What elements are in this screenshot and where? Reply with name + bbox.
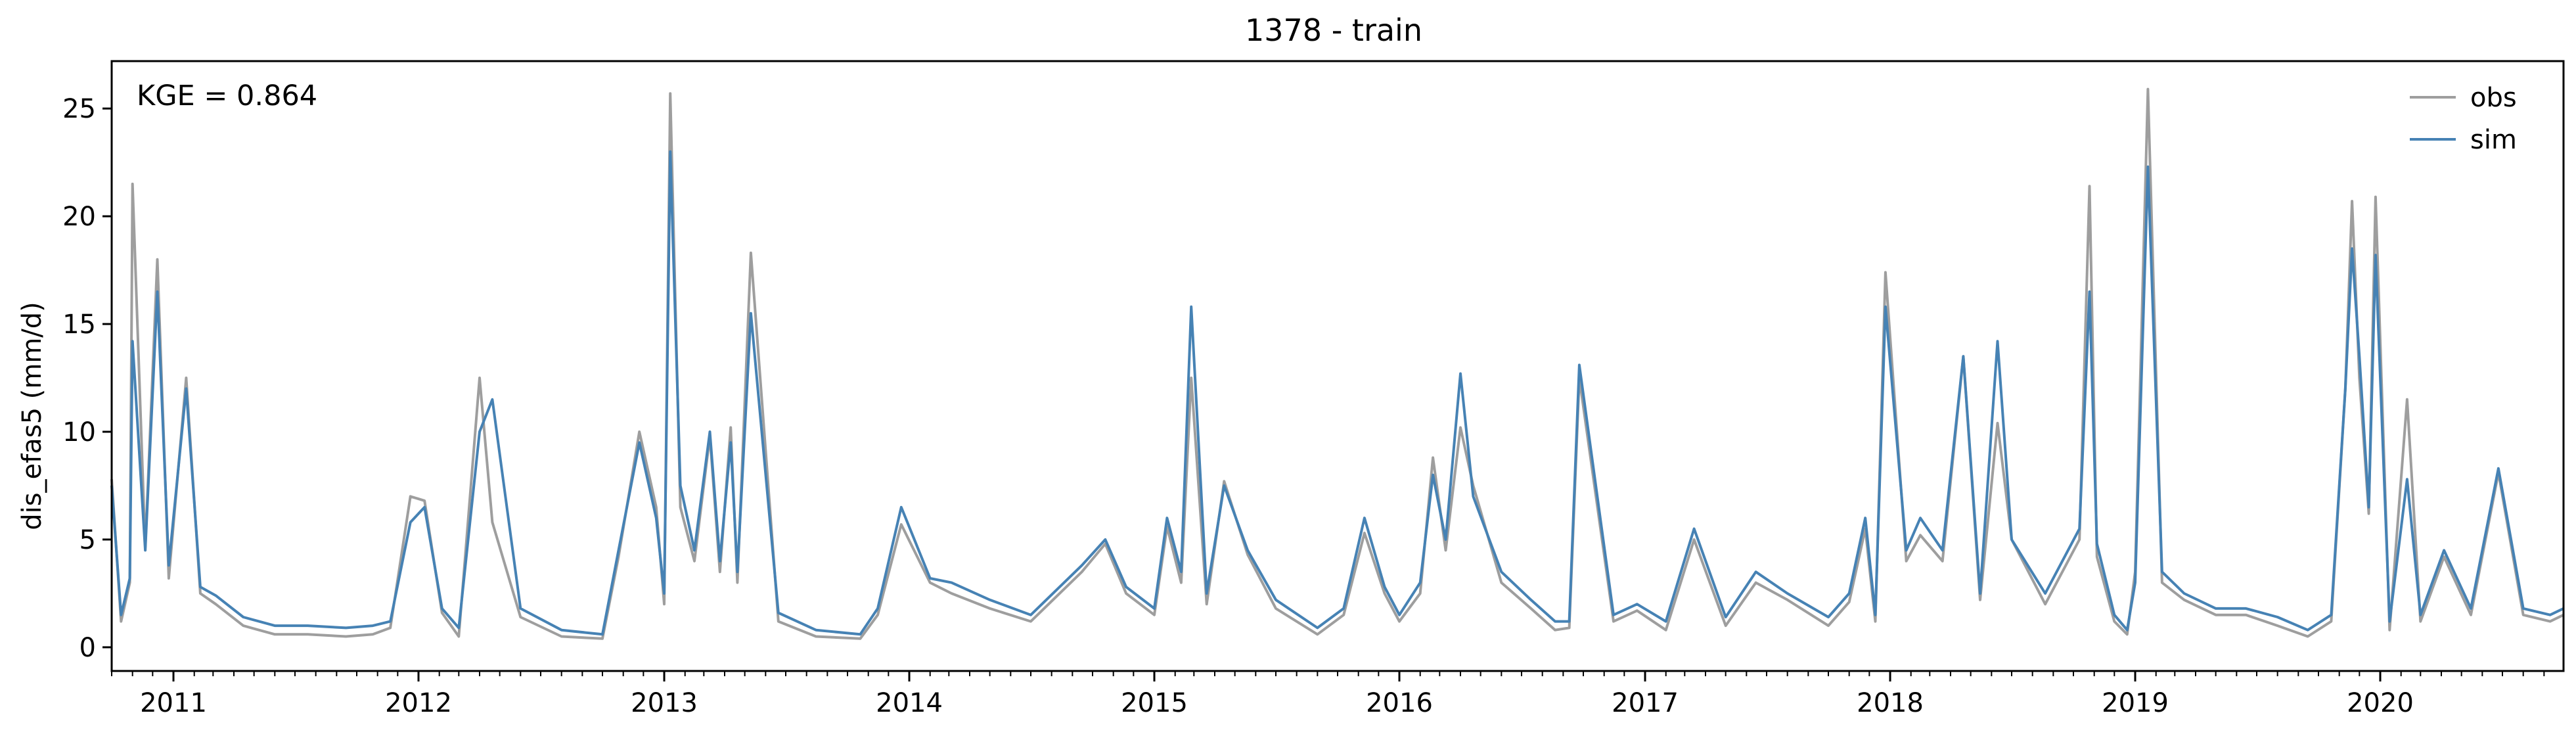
x-tick-label: 2018 bbox=[1857, 688, 1924, 718]
y-tick-label: 25 bbox=[62, 94, 96, 124]
chart-title: 1378 - train bbox=[1245, 12, 1422, 48]
legend-obs-label: obs bbox=[2470, 83, 2517, 113]
kge-annotation: KGE = 0.864 bbox=[137, 80, 317, 112]
y-tick-label: 15 bbox=[62, 310, 96, 340]
x-tick-label: 2015 bbox=[1121, 688, 1188, 718]
x-tick-label: 2020 bbox=[2347, 688, 2414, 718]
x-tick-label: 2016 bbox=[1366, 688, 1433, 718]
y-axis-label: dis_efas5 (mm/d) bbox=[17, 302, 47, 530]
x-tick-label: 2014 bbox=[876, 688, 943, 718]
x-tick-label: 2011 bbox=[140, 688, 207, 718]
x-tick-label: 2019 bbox=[2102, 688, 2169, 718]
x-tick-label: 2012 bbox=[385, 688, 452, 718]
y-tick-label: 5 bbox=[79, 525, 96, 555]
y-tick-label: 10 bbox=[62, 417, 96, 448]
y-tick-label: 0 bbox=[79, 633, 96, 663]
legend-sim-label: sim bbox=[2470, 125, 2517, 155]
x-tick-label: 2013 bbox=[631, 688, 698, 718]
y-tick-label: 20 bbox=[62, 202, 96, 232]
x-tick-label: 2017 bbox=[1612, 688, 1679, 718]
